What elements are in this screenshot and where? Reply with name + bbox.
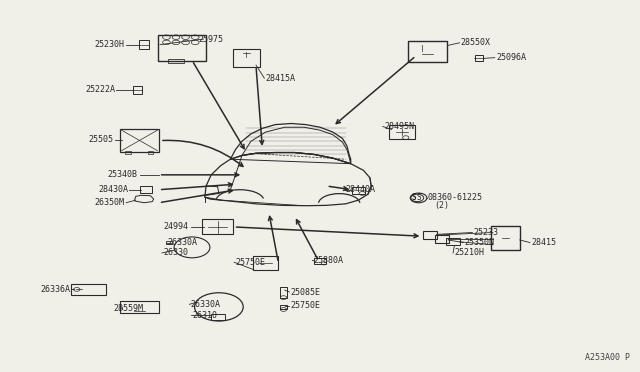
Bar — [148, 151, 153, 154]
Text: 28550X: 28550X — [461, 38, 491, 47]
Bar — [280, 287, 287, 298]
Text: 24994: 24994 — [164, 222, 189, 231]
Text: 28440A: 28440A — [346, 185, 376, 194]
Text: 28415: 28415 — [531, 238, 556, 247]
Text: 25350N: 25350N — [465, 238, 495, 247]
Bar — [120, 301, 159, 313]
Bar — [125, 151, 131, 154]
Text: 08360-61225: 08360-61225 — [428, 193, 483, 202]
Text: 25880A: 25880A — [314, 256, 344, 265]
Text: 26330A: 26330A — [168, 238, 198, 247]
Bar — [211, 314, 225, 320]
Text: 25505: 25505 — [89, 135, 114, 144]
Bar — [166, 241, 172, 244]
Text: A253A00 P: A253A00 P — [586, 353, 630, 362]
Text: 25096A: 25096A — [496, 53, 526, 62]
Text: 26330: 26330 — [163, 248, 188, 257]
Bar — [389, 125, 415, 139]
Text: 25230H: 25230H — [95, 40, 125, 49]
Text: (2): (2) — [434, 201, 449, 210]
Bar — [158, 35, 206, 61]
Bar — [314, 258, 326, 264]
Text: 28559M: 28559M — [114, 304, 144, 312]
Bar — [475, 55, 483, 61]
Text: 25340B: 25340B — [108, 170, 138, 179]
Bar — [202, 219, 233, 234]
Text: 28495N: 28495N — [384, 122, 414, 131]
Bar — [140, 186, 152, 193]
Text: 25222A: 25222A — [85, 85, 115, 94]
Text: 25975: 25975 — [198, 35, 223, 44]
Bar — [280, 305, 287, 309]
Bar — [352, 187, 365, 194]
Bar — [446, 238, 460, 245]
Bar — [408, 41, 447, 62]
Text: 25210H: 25210H — [454, 248, 484, 257]
Bar — [423, 231, 437, 239]
Bar — [253, 257, 278, 269]
Text: 25750E: 25750E — [236, 258, 266, 267]
Text: 26336A: 26336A — [40, 285, 70, 294]
Text: S: S — [412, 193, 416, 202]
Text: 25750E: 25750E — [291, 301, 321, 310]
Text: 26350M: 26350M — [95, 198, 125, 207]
Bar — [120, 129, 159, 152]
Bar — [233, 49, 260, 67]
Bar — [435, 235, 449, 243]
Bar — [492, 226, 520, 250]
Bar — [139, 40, 149, 49]
Text: 25085E: 25085E — [291, 288, 321, 296]
Text: 28430A: 28430A — [98, 185, 128, 194]
Bar — [133, 86, 142, 94]
Bar — [71, 284, 106, 295]
Text: 28415A: 28415A — [266, 74, 296, 83]
Text: 25233: 25233 — [474, 228, 499, 237]
Text: 26330A: 26330A — [191, 300, 221, 309]
Text: 26310: 26310 — [192, 311, 217, 320]
Text: S: S — [416, 193, 421, 202]
Bar — [168, 59, 184, 63]
